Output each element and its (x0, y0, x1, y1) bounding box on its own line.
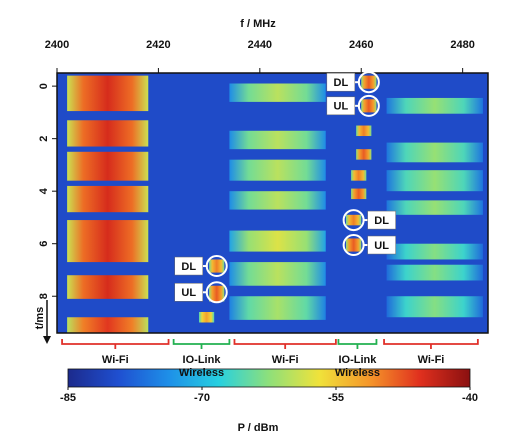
marker-label: DL (374, 215, 389, 227)
burst (356, 125, 372, 137)
burst (67, 75, 149, 112)
burst (386, 264, 483, 281)
burst (229, 159, 326, 181)
marker-label-box (326, 96, 356, 116)
burst (386, 97, 483, 114)
marker-label-box (326, 72, 356, 92)
burst (67, 275, 149, 299)
marker-label: DL (181, 261, 196, 273)
burst (198, 311, 215, 323)
y-tick-label: 6 (38, 241, 50, 247)
x-tick-label: 2420 (146, 39, 170, 51)
colorbar-title: P / dBm (238, 422, 279, 434)
band-label: IO-Link Wireless (178, 354, 225, 379)
band-bracket (383, 339, 479, 349)
colorbar-tick-label: -85 (60, 392, 76, 404)
burst (67, 317, 149, 333)
y-tick-label: 0 (38, 83, 50, 89)
marker-circle (342, 209, 365, 232)
burst (361, 99, 377, 113)
burst (67, 120, 149, 147)
burst (351, 188, 367, 200)
marker-circle (205, 281, 228, 304)
marker-circle (205, 255, 228, 278)
burst (67, 220, 149, 263)
burst (351, 170, 367, 181)
y-axis-title: t/ms (34, 307, 46, 330)
marker-circle (357, 94, 380, 117)
marker-circle (357, 71, 380, 94)
burst (386, 296, 483, 318)
burst (386, 142, 483, 163)
burst (209, 259, 225, 273)
band-label: Wi-Fi (417, 354, 445, 366)
x-axis-title: f / MHz (240, 18, 276, 30)
colorbar-tick-label: -40 (462, 392, 478, 404)
burst (67, 151, 149, 181)
burst (229, 230, 326, 252)
burst (346, 238, 362, 252)
band-bracket (337, 339, 378, 349)
marker-label: UL (374, 240, 389, 252)
x-tick-label: 2400 (45, 39, 69, 51)
burst (229, 83, 326, 102)
burst (356, 149, 372, 160)
x-tick-label: 2480 (450, 39, 474, 51)
burst (346, 214, 362, 226)
band-label: Wi-Fi (101, 354, 129, 366)
marker-label: UL (334, 101, 349, 113)
burst (209, 285, 225, 302)
band-bracket (233, 339, 337, 349)
burst (386, 170, 483, 192)
band-bracket (172, 339, 231, 349)
band-bracket (61, 339, 170, 349)
burst (386, 243, 483, 260)
burst (229, 191, 326, 210)
band-label: Wi-Fi (271, 354, 299, 366)
colorbar-tick-label: -55 (328, 392, 344, 404)
marker-label: UL (181, 287, 196, 299)
y-tick-label: 2 (38, 136, 50, 142)
x-tick-label: 2440 (248, 39, 272, 51)
burst (361, 75, 377, 89)
plot-frame (56, 72, 489, 334)
marker-label-box (367, 210, 396, 230)
y-axis-arrowhead (43, 336, 51, 344)
marker-label: DL (334, 77, 349, 89)
y-tick-label: 4 (38, 187, 50, 194)
marker-circle (342, 234, 365, 257)
burst (67, 185, 149, 213)
burst (229, 296, 326, 320)
marker-label-box (174, 256, 203, 276)
colorbar (67, 368, 471, 388)
y-tick-label: 8 (38, 293, 50, 299)
marker-label-box (367, 235, 396, 255)
band-label: IO-Link Wireless (334, 354, 380, 379)
colorbar-tick-label: -70 (194, 392, 210, 404)
burst (229, 130, 326, 150)
marker-label-box (174, 283, 203, 302)
burst (386, 200, 483, 215)
burst (229, 262, 326, 286)
x-tick-label: 2460 (349, 39, 373, 51)
